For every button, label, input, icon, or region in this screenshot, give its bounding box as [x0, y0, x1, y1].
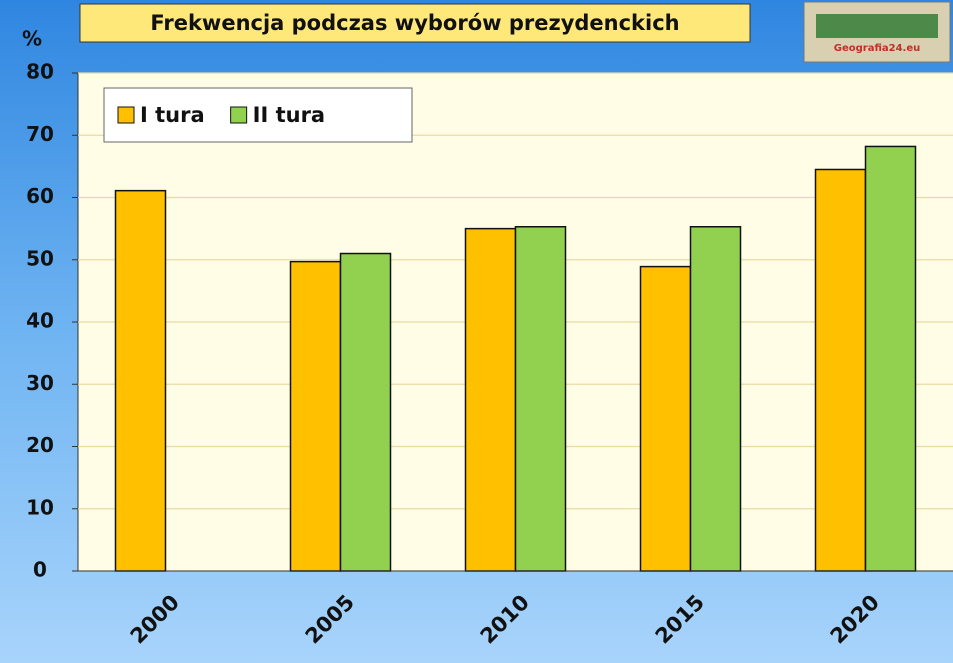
y-tick-label: 80 [26, 60, 54, 84]
y-tick-label: 20 [26, 433, 54, 457]
bar [691, 227, 741, 571]
bar [341, 254, 391, 571]
chart-title: Frekwencja podczas wyborów prezydenckich [150, 11, 679, 35]
chart: Frekwencja podczas wyborów prezydenckich… [0, 0, 953, 663]
legend-label: II tura [253, 103, 325, 127]
y-tick-label: 60 [26, 184, 54, 208]
y-tick-label: 70 [26, 122, 54, 146]
y-tick-label: 10 [26, 495, 54, 519]
bar [641, 267, 691, 571]
y-tick-label: 30 [26, 371, 54, 395]
logo-image [816, 14, 938, 38]
bar [466, 229, 516, 571]
y-tick-label: 50 [26, 246, 54, 270]
y-tick-label: 40 [26, 309, 54, 333]
bar [516, 227, 566, 571]
bar [116, 191, 166, 571]
logo-text: Geografia24.eu [834, 43, 920, 54]
bar [291, 262, 341, 571]
legend: I tura II tura [104, 88, 412, 142]
logo: Geografia24.eu [804, 2, 950, 62]
y-tick-label: 0 [33, 558, 47, 582]
bar [816, 169, 866, 571]
y-axis-label: % [22, 27, 42, 51]
legend-swatch [231, 107, 247, 123]
legend-swatch [118, 107, 134, 123]
bar [866, 146, 916, 571]
legend-label: I tura [140, 103, 205, 127]
